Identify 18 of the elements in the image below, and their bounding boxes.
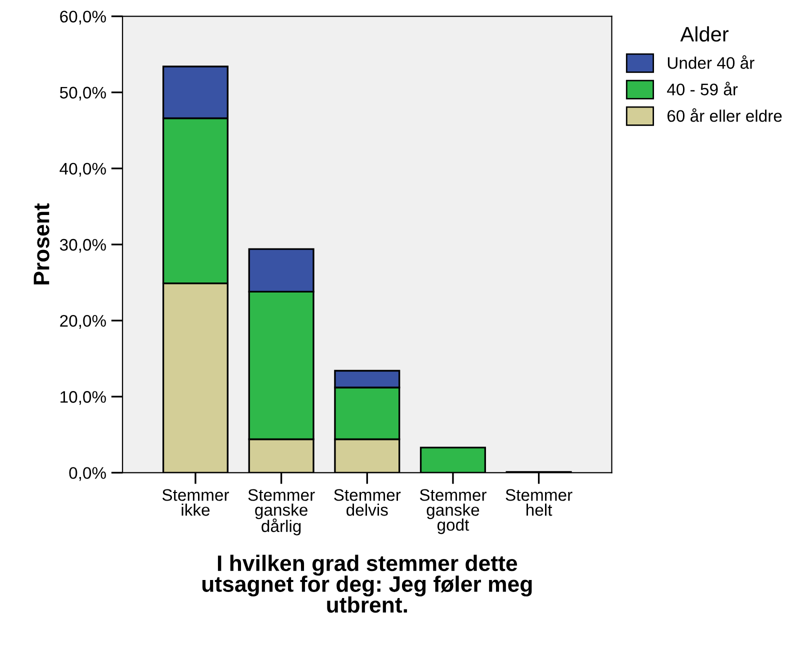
y-tick-label: 0,0% — [69, 467, 106, 481]
legend-label: 40 - 59 år — [667, 82, 738, 96]
x-tick-label: Stemmer ikke — [162, 489, 229, 516]
x-axis-title: I hvilken grad stemmer dette utsagnet for deg: Jeg føler meg utbrent. — [202, 554, 532, 613]
y-tick-label: 50,0% — [60, 86, 106, 101]
y-tick-label: 30,0% — [60, 238, 106, 253]
y-axis-title: Prosent — [34, 203, 50, 284]
y-tick-label: 40,0% — [60, 162, 106, 177]
x-tick-label: Stemmer delvis — [334, 489, 401, 516]
y-tick-label: 10,0% — [60, 391, 106, 405]
x-tick-label: Stemmer helt — [506, 489, 572, 516]
x-tick-label: Stemmer ganske dårlig — [248, 489, 315, 536]
y-tick-label: 20,0% — [60, 314, 106, 329]
legend-label: Under 40 år — [668, 55, 754, 69]
legend-label: 60 år eller eldre — [667, 108, 782, 122]
y-tick-label: 60,0% — [60, 10, 106, 24]
x-tick-label: Stemmer ganske godt — [420, 489, 486, 534]
legend-title: Alder — [680, 26, 729, 42]
